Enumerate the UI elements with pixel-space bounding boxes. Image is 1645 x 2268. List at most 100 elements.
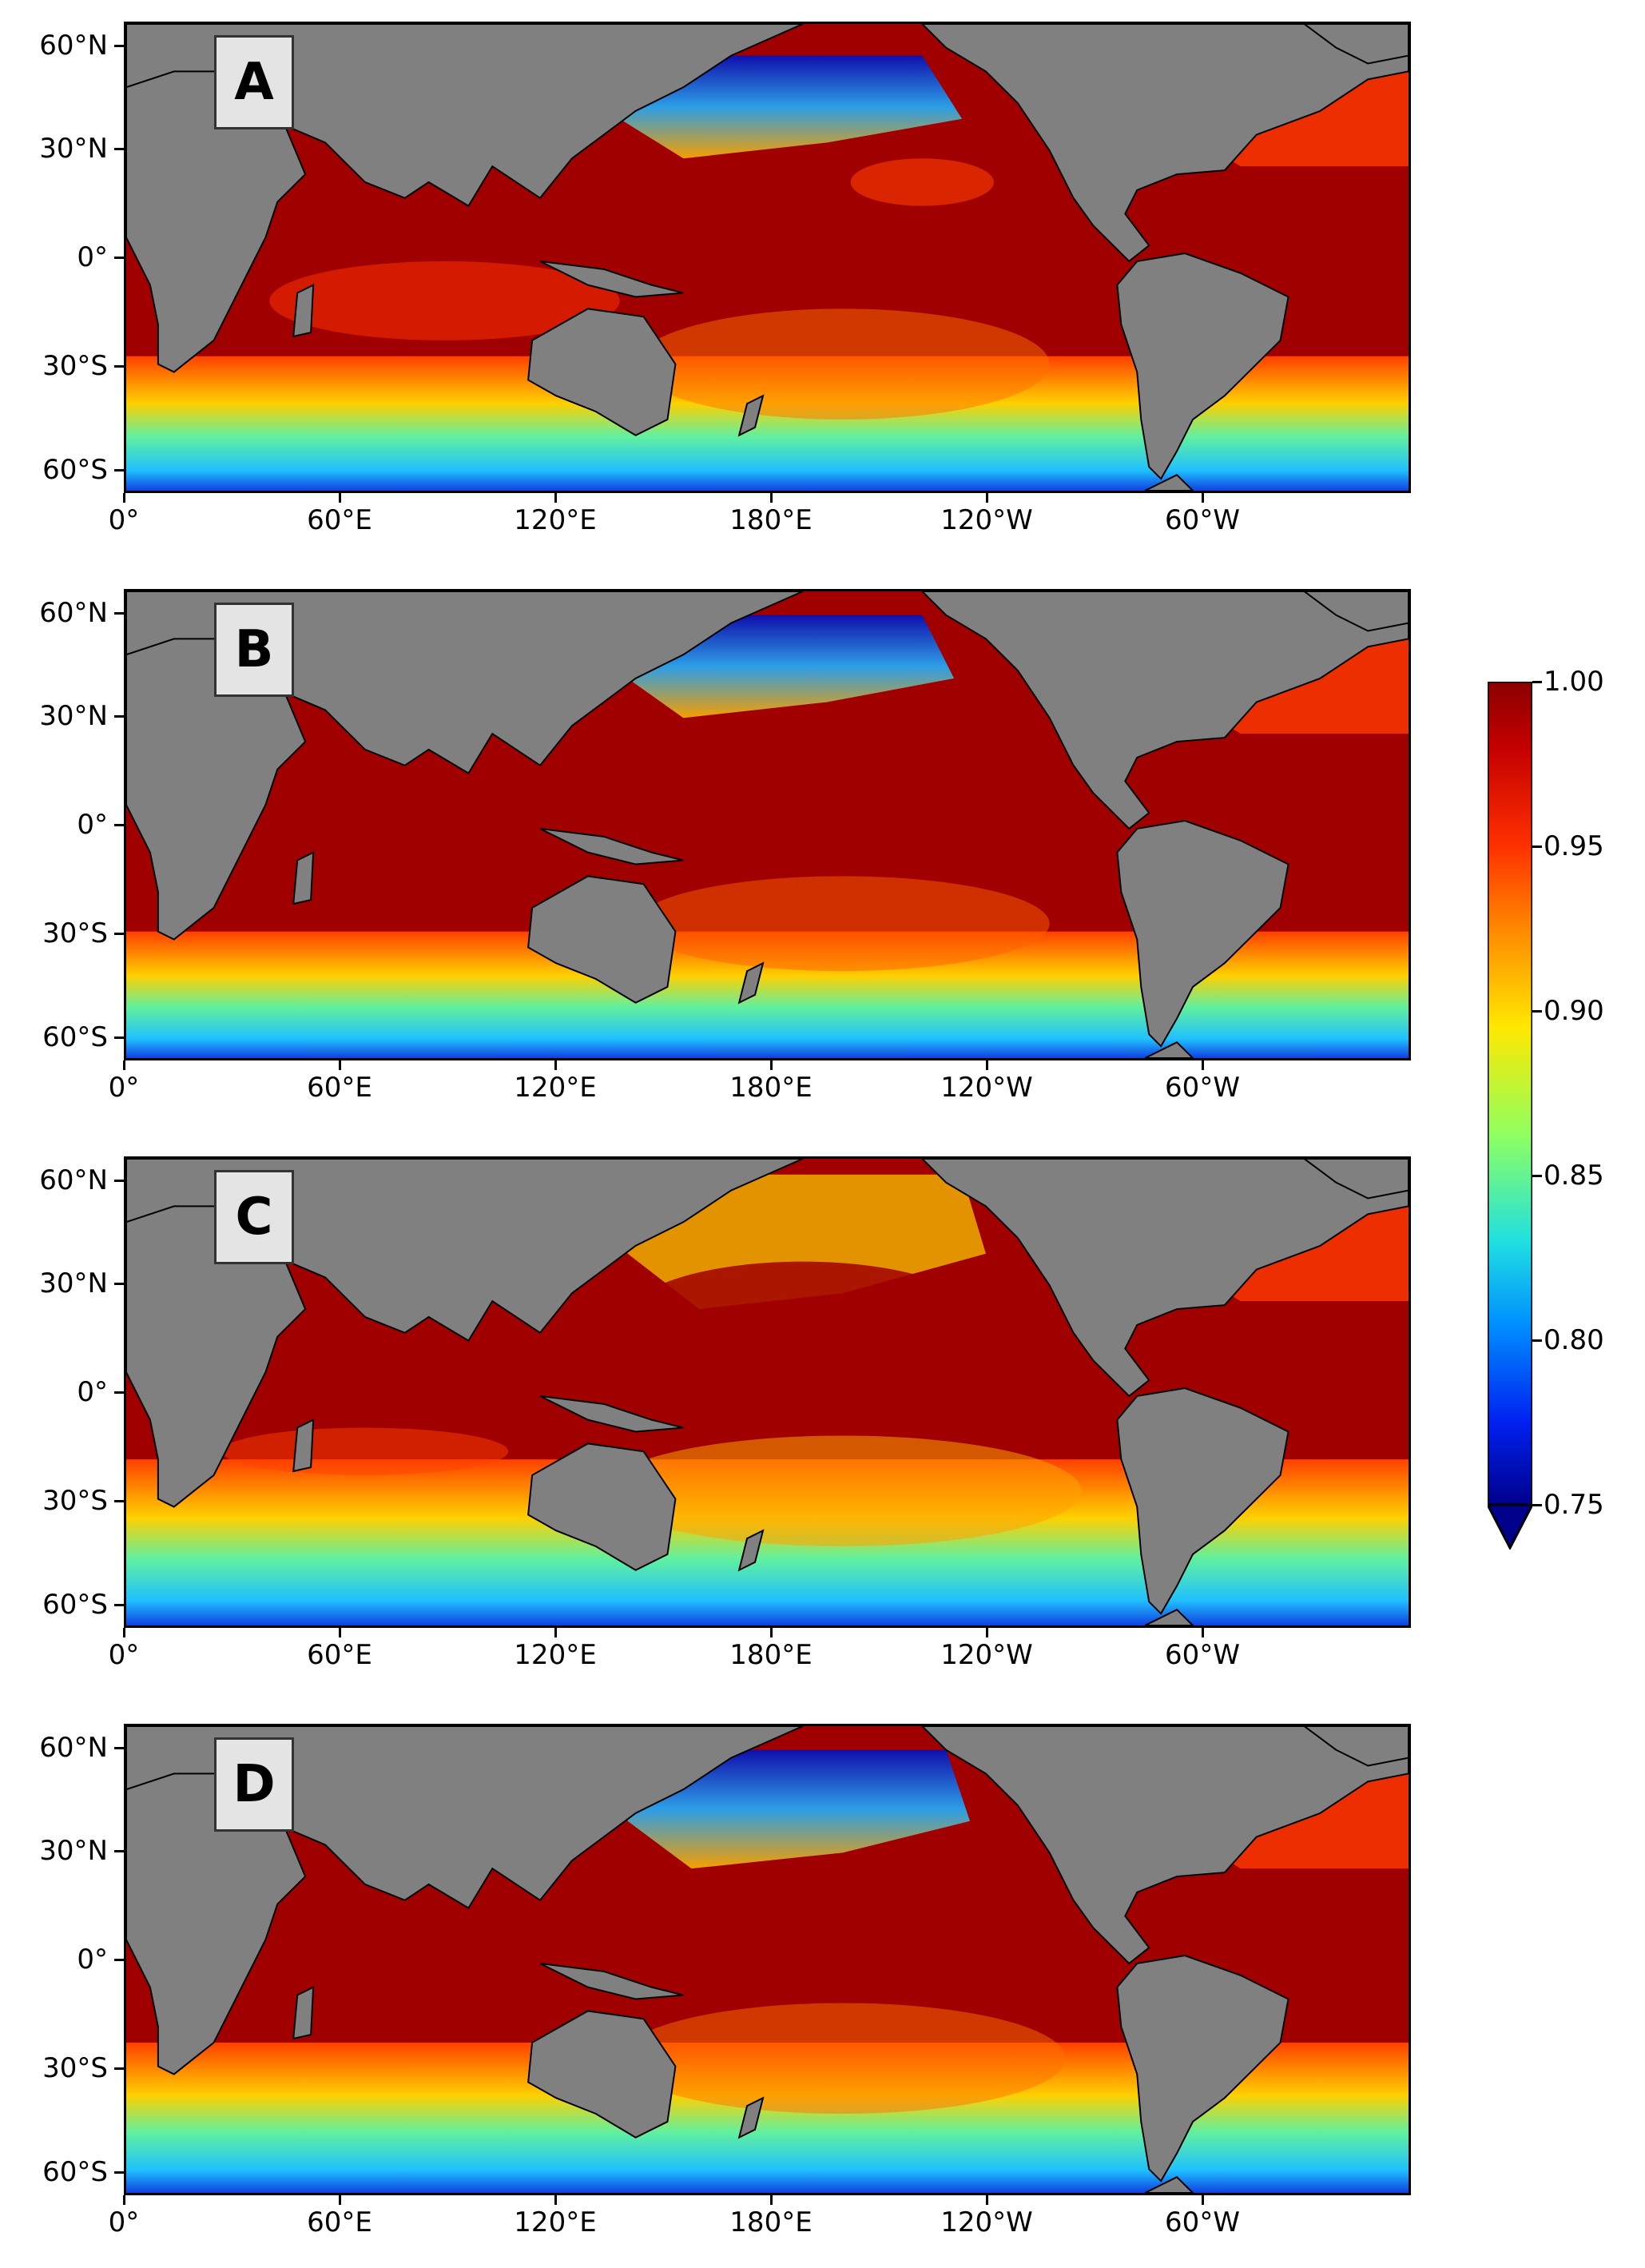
lat-tick-label: 30°S [42, 1484, 108, 1517]
lon-tick-mark [770, 1628, 773, 1637]
lon-tick-label: 60°W [1165, 1072, 1240, 1104]
lon-tick-label: 180°E [729, 1072, 813, 1104]
lat-tick-mark [114, 611, 124, 615]
lon-tick-mark [1202, 1060, 1204, 1070]
lon-tick-label: 120°E [514, 2206, 597, 2238]
lon-tick-mark [770, 2195, 773, 2205]
colorbar-tick-label: 0.80 [1544, 1324, 1604, 1356]
panel-label: D [214, 1737, 294, 1832]
lat-tick-mark [114, 1179, 124, 1182]
colorbar [1488, 682, 1532, 1505]
lon-tick-label: 0° [108, 1639, 140, 1671]
lon-tick-label: 120°W [940, 2206, 1033, 2238]
lat-tick-mark [114, 364, 124, 368]
lat-tick-mark [114, 1391, 124, 1394]
lat-tick-mark [114, 2171, 124, 2174]
lon-tick-label: 60°W [1165, 2206, 1240, 2238]
lat-tick-mark [114, 1036, 124, 1039]
lat-tick-label: 60°S [42, 453, 108, 486]
map-panel-b: B [124, 589, 1411, 1060]
lat-tick-mark [114, 1850, 124, 1853]
lat-tick-mark [114, 1283, 124, 1286]
map-panel-d: D [124, 1724, 1411, 2195]
lat-tick-label: 30°N [39, 1267, 108, 1300]
sst-map-c [126, 1159, 1409, 1625]
lon-tick-label: 180°E [729, 504, 813, 536]
lon-tick-mark [986, 493, 988, 503]
colorbar-tick-label: 0.75 [1544, 1489, 1604, 1521]
lon-tick-label: 120°W [940, 1639, 1033, 1671]
lat-tick-mark [114, 257, 124, 259]
map-panel-c: C [124, 1156, 1411, 1628]
colorbar-tick-mark [1532, 1175, 1542, 1177]
lat-tick-mark [114, 2067, 124, 2070]
lon-tick-mark [554, 1060, 557, 1070]
colorbar-tick-label: 0.95 [1544, 830, 1604, 862]
lon-tick-mark [123, 2195, 125, 2205]
lon-tick-label: 180°E [729, 2206, 813, 2238]
lat-tick-label: 60°N [39, 596, 108, 629]
lon-tick-mark [770, 493, 773, 503]
colorbar-tick-mark [1532, 846, 1542, 848]
lat-tick-label: 0° [77, 1376, 108, 1408]
lon-tick-mark [770, 1060, 773, 1070]
lon-tick-mark [554, 2195, 557, 2205]
lat-tick-label: 30°N [39, 700, 108, 733]
lon-tick-label: 60°E [307, 1072, 372, 1104]
lon-tick-mark [1202, 1628, 1204, 1637]
panel-label: A [214, 35, 294, 129]
lat-tick-label: 0° [77, 809, 108, 841]
lon-tick-mark [1202, 2195, 1204, 2205]
lon-tick-label: 120°E [514, 1072, 597, 1104]
lat-tick-label: 60°S [42, 1021, 108, 1053]
map-panel-a: A [124, 22, 1411, 493]
lon-tick-label: 0° [108, 2206, 140, 2238]
lat-tick-mark [114, 44, 124, 47]
lon-tick-mark [339, 1060, 341, 1070]
lon-tick-label: 60°W [1165, 504, 1240, 536]
lon-tick-label: 120°E [514, 504, 597, 536]
lat-tick-mark [114, 1746, 124, 1749]
lon-tick-label: 120°W [940, 1072, 1033, 1104]
colorbar-tick-mark [1532, 1504, 1542, 1506]
lon-tick-label: 60°E [307, 2206, 372, 2238]
panel-label: B [214, 603, 294, 697]
lat-tick-label: 30°N [39, 1835, 108, 1868]
lon-tick-mark [339, 493, 341, 503]
lon-tick-mark [986, 1060, 988, 1070]
lon-tick-mark [123, 1060, 125, 1070]
lat-tick-mark [114, 824, 124, 826]
lon-tick-mark [339, 2195, 341, 2205]
panel-label: C [214, 1170, 294, 1264]
lon-tick-mark [986, 1628, 988, 1637]
lon-tick-label: 120°E [514, 1639, 597, 1671]
lon-tick-mark [339, 1628, 341, 1637]
lat-tick-label: 0° [77, 241, 108, 273]
colorbar-extend-arrow [1488, 1505, 1532, 1550]
sst-map-b [126, 591, 1409, 1058]
lat-tick-mark [114, 1499, 124, 1502]
lat-tick-label: 60°S [42, 2155, 108, 2188]
lon-tick-label: 60°E [307, 1639, 372, 1671]
lon-tick-mark [123, 493, 125, 503]
lon-tick-mark [986, 2195, 988, 2205]
lon-tick-label: 180°E [729, 1639, 813, 1671]
colorbar-tick-label: 1.00 [1544, 666, 1604, 698]
lat-tick-mark [114, 715, 124, 718]
colorbar-tick-mark [1532, 681, 1542, 683]
lat-tick-label: 0° [77, 1944, 108, 1976]
lon-tick-mark [554, 1628, 557, 1637]
sst-map-d [126, 1726, 1409, 2193]
lat-tick-mark [114, 468, 124, 472]
lat-tick-mark [114, 1603, 124, 1606]
lat-tick-label: 60°N [39, 1731, 108, 1764]
lat-tick-label: 30°S [42, 349, 108, 382]
lat-tick-label: 30°N [39, 133, 108, 165]
colorbar-tick-mark [1532, 1010, 1542, 1013]
colorbar-tick-mark [1532, 1339, 1542, 1342]
lat-tick-mark [114, 148, 124, 151]
lon-tick-mark [123, 1628, 125, 1637]
colorbar-tick-label: 0.85 [1544, 1160, 1604, 1192]
lon-tick-mark [1202, 493, 1204, 503]
lon-tick-label: 120°W [940, 504, 1033, 536]
